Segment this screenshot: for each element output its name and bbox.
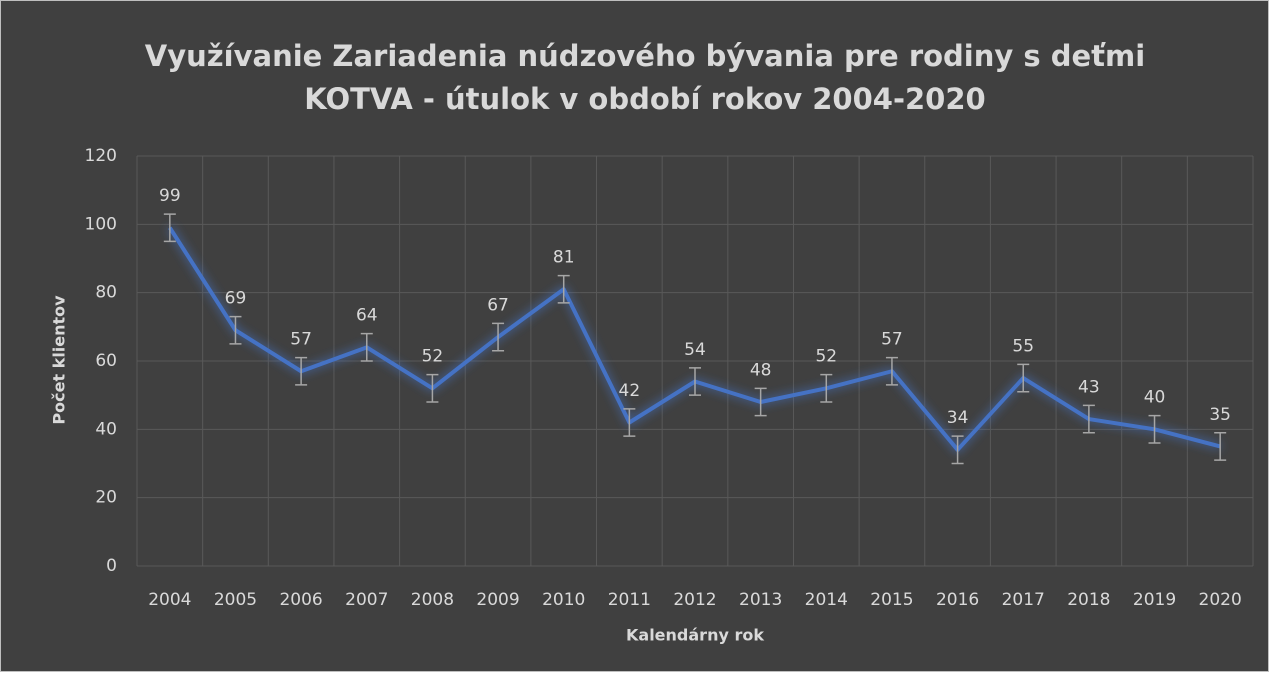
error-bar	[360, 332, 373, 362]
data-label: 67	[487, 295, 509, 315]
x-tick-label: 2018	[1067, 590, 1110, 610]
data-label: 69	[225, 289, 247, 309]
error-bar	[1082, 404, 1095, 434]
data-label: 48	[750, 360, 772, 380]
data-label: 55	[1012, 336, 1034, 356]
x-tick-label: 2012	[673, 590, 716, 610]
x-tick-label: 2005	[214, 590, 257, 610]
x-tick-label: 2011	[608, 590, 651, 610]
error-bar	[623, 408, 636, 437]
data-label: 57	[290, 330, 312, 350]
x-tick-label: 2006	[279, 590, 322, 610]
y-tick-label: 20	[95, 488, 117, 508]
data-label: 52	[815, 347, 837, 367]
x-tick-label: 2019	[1133, 590, 1176, 610]
chart-title: KOTVA - útulok v období rokov 2004-2020	[304, 82, 985, 116]
x-tick-label: 2015	[870, 590, 913, 610]
x-tick-label: 2010	[542, 590, 585, 610]
data-label: 43	[1078, 377, 1100, 397]
error-bar	[1214, 432, 1227, 461]
error-bar	[229, 315, 242, 345]
x-tick-label: 2004	[148, 590, 191, 610]
y-tick-label: 120	[85, 146, 117, 166]
error-bar	[820, 373, 833, 403]
error-bar	[557, 274, 570, 304]
data-label: 54	[684, 340, 706, 360]
error-bar	[426, 373, 439, 403]
y-tick-label: 40	[95, 419, 117, 439]
y-tick-label: 60	[95, 351, 117, 371]
chart-title: Využívanie Zariadenia núdzového bývania …	[145, 39, 1145, 73]
error-bar	[754, 387, 767, 417]
error-bar	[951, 435, 964, 465]
x-tick-label: 2013	[739, 590, 782, 610]
y-tick-label: 100	[85, 214, 117, 234]
y-axis-label: Počet klientov	[50, 295, 69, 425]
x-tick-label: 2017	[1002, 590, 1045, 610]
error-bar	[492, 322, 505, 352]
x-tick-label: 2009	[476, 590, 519, 610]
error-bar	[1148, 414, 1161, 444]
data-label: 40	[1144, 388, 1166, 408]
data-label: 52	[422, 347, 444, 367]
data-label: 57	[881, 330, 903, 350]
data-label: 34	[947, 408, 969, 428]
y-tick-label: 0	[106, 556, 117, 576]
x-tick-label: 2008	[411, 590, 454, 610]
error-bar	[163, 213, 176, 243]
y-tick-label: 80	[95, 283, 117, 303]
data-label: 35	[1209, 405, 1231, 425]
error-bar	[885, 356, 898, 386]
x-axis-label: Kalendárny rok	[626, 626, 764, 645]
data-label: 42	[619, 381, 641, 401]
error-bar	[689, 367, 701, 396]
x-tick-label: 2020	[1199, 590, 1242, 610]
error-bar	[295, 356, 308, 386]
data-label: 81	[553, 248, 575, 268]
x-tick-label: 2016	[936, 590, 979, 610]
error-bar	[1017, 363, 1030, 393]
data-label: 64	[356, 306, 378, 326]
x-tick-label: 2014	[805, 590, 848, 610]
x-tick-label: 2007	[345, 590, 388, 610]
data-label: 99	[159, 186, 181, 206]
